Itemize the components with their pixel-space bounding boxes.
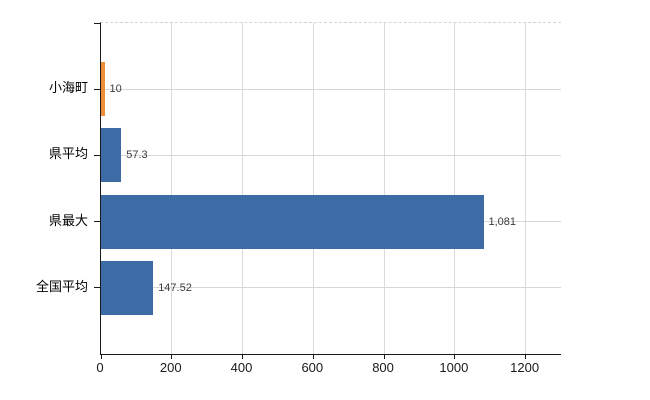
x-tick-label: 1000 (439, 360, 469, 375)
y-axis-tick (94, 88, 101, 90)
vertical-gridline (312, 23, 314, 354)
horizontal-gridline (101, 88, 561, 90)
bar-全国平均[interactable] (101, 260, 154, 315)
bar-小海町[interactable] (101, 62, 105, 117)
value-label: 1,081 (488, 215, 517, 228)
x-tick-label: 600 (301, 360, 324, 375)
value-label: 57.3 (126, 149, 148, 162)
vertical-gridline (383, 23, 385, 354)
x-axis-tick (525, 354, 527, 359)
x-axis-tick (383, 354, 385, 359)
x-axis-tick (171, 354, 173, 359)
y-axis-end-tick (94, 23, 101, 24)
category-label: 小海町 (48, 80, 88, 96)
x-axis-tick (100, 354, 102, 359)
x-axis-tick (242, 354, 244, 359)
vertical-gridline (242, 23, 244, 354)
x-tick-label: 800 (372, 360, 394, 375)
vertical-gridline (454, 23, 456, 354)
category-label: 県平均 (48, 146, 88, 162)
vertical-gridline (171, 23, 173, 354)
bar-県平均[interactable] (101, 128, 122, 183)
bar-県最大[interactable] (101, 194, 484, 249)
category-label: 県最大 (48, 212, 88, 228)
x-tick-label: 1200 (510, 360, 540, 375)
x-tick-label: 200 (159, 360, 182, 375)
x-tick-label: 0 (96, 360, 104, 375)
x-axis-tick (454, 354, 456, 359)
y-axis-tick (94, 221, 101, 223)
x-tick-label: 400 (230, 360, 253, 375)
x-axis-tick (312, 354, 314, 359)
value-label: 10 (109, 83, 122, 96)
y-axis-tick (94, 287, 101, 289)
plot-area: 10 57.3 1,081 147.52 (94, 22, 561, 359)
horizontal-gridline (101, 154, 561, 156)
category-label: 全国平均 (35, 278, 88, 294)
vertical-gridline (525, 23, 527, 354)
y-axis-tick (94, 154, 101, 156)
value-label: 147.52 (158, 281, 192, 294)
horizontal-gridline (101, 287, 561, 289)
